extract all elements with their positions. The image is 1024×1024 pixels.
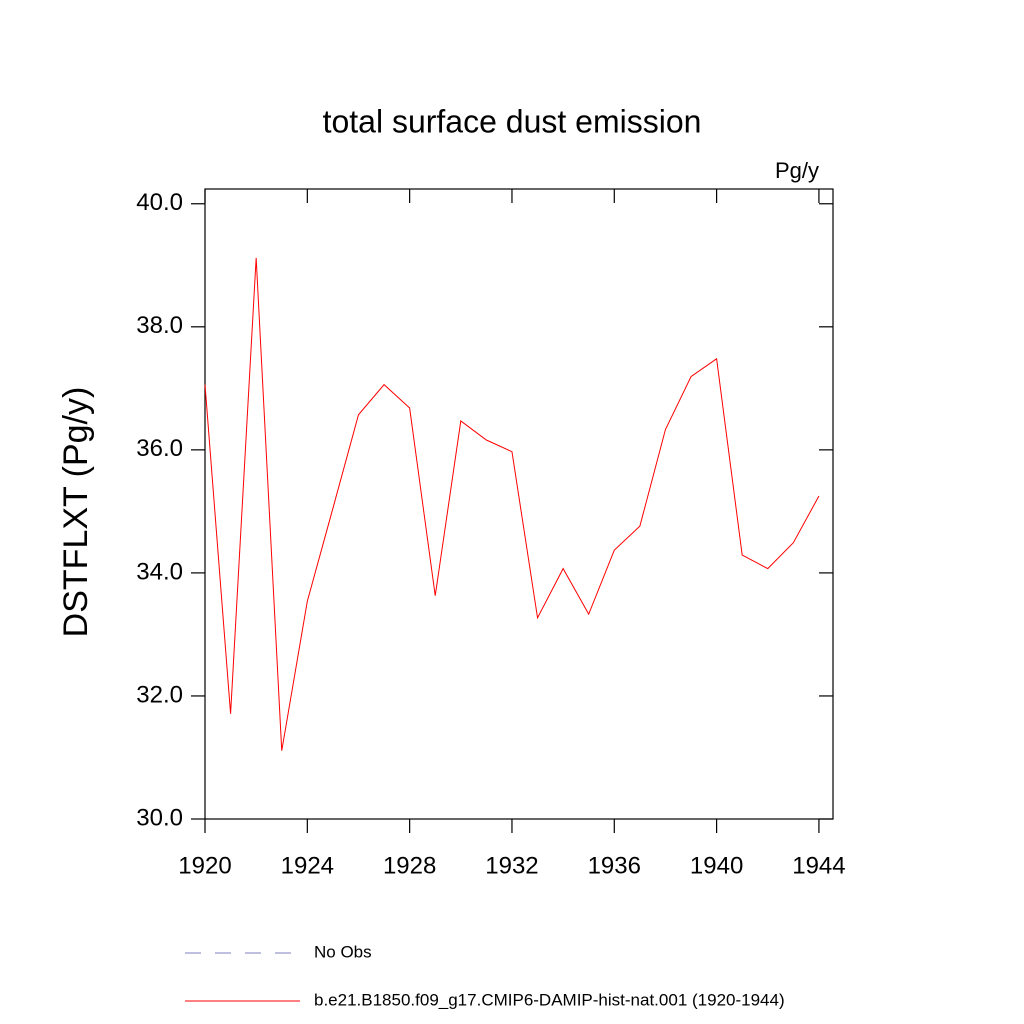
y-axis-label: DSTFLXT (Pg/y) [57, 387, 95, 638]
y-tick-label: 40.0 [136, 189, 183, 216]
chart-title: total surface dust emission [323, 103, 702, 139]
legend-label: No Obs [314, 942, 372, 961]
x-tick-label: 1920 [178, 852, 231, 879]
legend-label: b.e21.B1850.f09_g17.CMIP6-DAMIP-hist-nat… [314, 990, 785, 1009]
x-tick-label: 1944 [792, 852, 845, 879]
x-tick-label: 1924 [281, 852, 334, 879]
plot-frame [204, 188, 834, 820]
y-tick-label: 30.0 [136, 804, 183, 831]
units-label: Pg/y [775, 158, 819, 183]
data-line [204, 257, 820, 751]
x-tick-label: 1928 [383, 852, 436, 879]
y-tick-label: 36.0 [136, 435, 183, 462]
x-tick-label: 1932 [485, 852, 538, 879]
y-tick-label: 38.0 [136, 312, 183, 339]
x-tick-label: 1940 [690, 852, 743, 879]
y-tick-label: 32.0 [136, 681, 183, 708]
y-tick-label: 34.0 [136, 558, 183, 585]
x-tick-label: 1936 [588, 852, 641, 879]
